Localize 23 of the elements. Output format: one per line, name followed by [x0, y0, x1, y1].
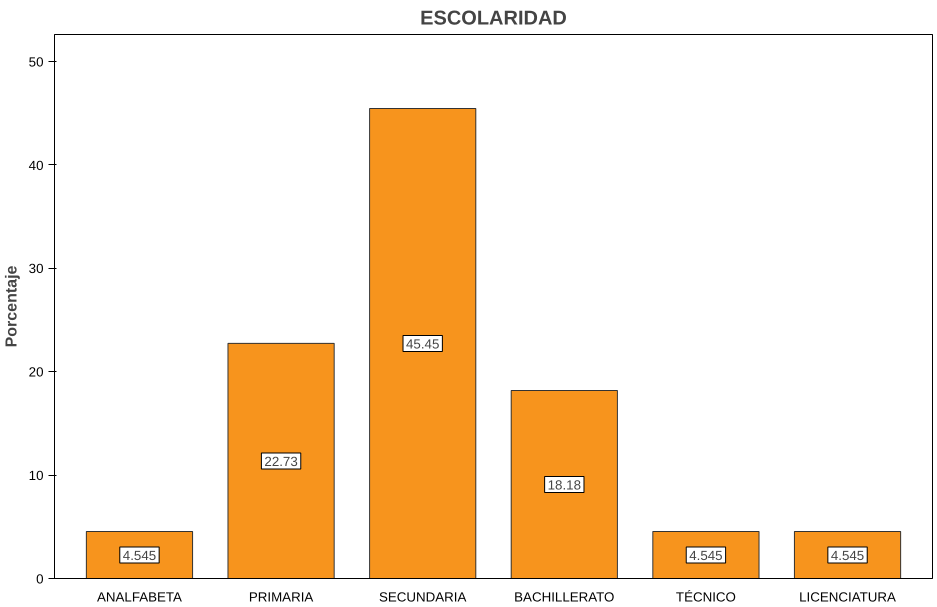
bar	[510, 390, 618, 578]
y-tick-label: 30	[28, 261, 44, 276]
x-tick-label: SECUNDARIA	[379, 590, 466, 604]
data-label: 4.545	[830, 548, 864, 563]
data-label: 4.545	[122, 548, 156, 563]
data-label: 4.545	[689, 548, 723, 563]
x-tick-label: TÉCNICO	[676, 590, 736, 604]
y-tick-label: 20	[28, 364, 44, 380]
data-label: 45.45	[406, 336, 440, 352]
data-label: 18.18	[548, 477, 581, 492]
y-tick-label: 0	[36, 572, 44, 586]
bar	[369, 108, 476, 578]
y-axis-title: Porcentaje	[4, 265, 21, 348]
bar	[227, 342, 335, 578]
x-tick-label: ANALFABETA	[97, 590, 182, 604]
y-tick-label: 10	[28, 468, 44, 484]
x-tick-label: PRIMARIA	[248, 590, 314, 604]
x-tick-label: BACHILLERATO	[514, 590, 614, 604]
y-tick-label: 50	[28, 54, 44, 70]
x-tick-label: LICENCIATURA	[799, 590, 896, 604]
chart-title: ESCOLARIDAD	[420, 8, 567, 30]
data-label: 22.73	[264, 454, 298, 469]
y-tick-label: 40	[28, 158, 44, 173]
